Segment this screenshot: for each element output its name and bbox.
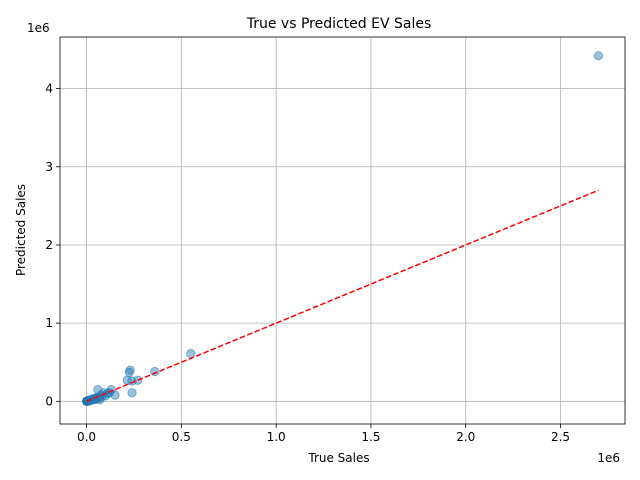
y-tick-label: 3 — [45, 160, 53, 174]
data-point — [593, 51, 604, 61]
y-tick-label: 4 — [45, 82, 53, 96]
y-tick-label: 2 — [45, 238, 53, 252]
x-tick-label: 2.5 — [551, 430, 570, 444]
y-axis-label: Predicted Sales — [14, 184, 28, 276]
x-tick-label: 1.0 — [267, 430, 286, 444]
reference-line — [86, 189, 599, 403]
x-axis-ticks: 0.0 0.5 1.0 1.5 2.0 2.5 — [77, 424, 570, 444]
y-tick-label: 0 — [45, 394, 53, 408]
data-point — [127, 376, 137, 386]
x-axis-label: True Sales — [307, 451, 369, 465]
x-axis-offset-label: 1e6 — [597, 451, 620, 465]
grid-lines — [60, 37, 625, 424]
x-tick-label: 0.0 — [77, 430, 96, 444]
reference-line-group — [86, 189, 599, 403]
data-point — [186, 349, 196, 359]
x-tick-label: 0.5 — [172, 430, 191, 444]
y-axis-offset-label: 1e6 — [27, 21, 50, 35]
data-point — [150, 367, 160, 377]
data-point — [127, 388, 137, 398]
data-points — [81, 51, 604, 406]
y-axis-ticks: 0 1 2 3 4 — [45, 82, 60, 408]
x-tick-label: 1.5 — [361, 430, 380, 444]
y-tick-label: 1 — [45, 316, 53, 330]
chart-title: True vs Predicted EV Sales — [246, 16, 432, 32]
x-tick-label: 2.0 — [456, 430, 475, 444]
data-point — [110, 390, 120, 400]
plot-frame — [59, 36, 626, 425]
data-point — [124, 367, 134, 377]
